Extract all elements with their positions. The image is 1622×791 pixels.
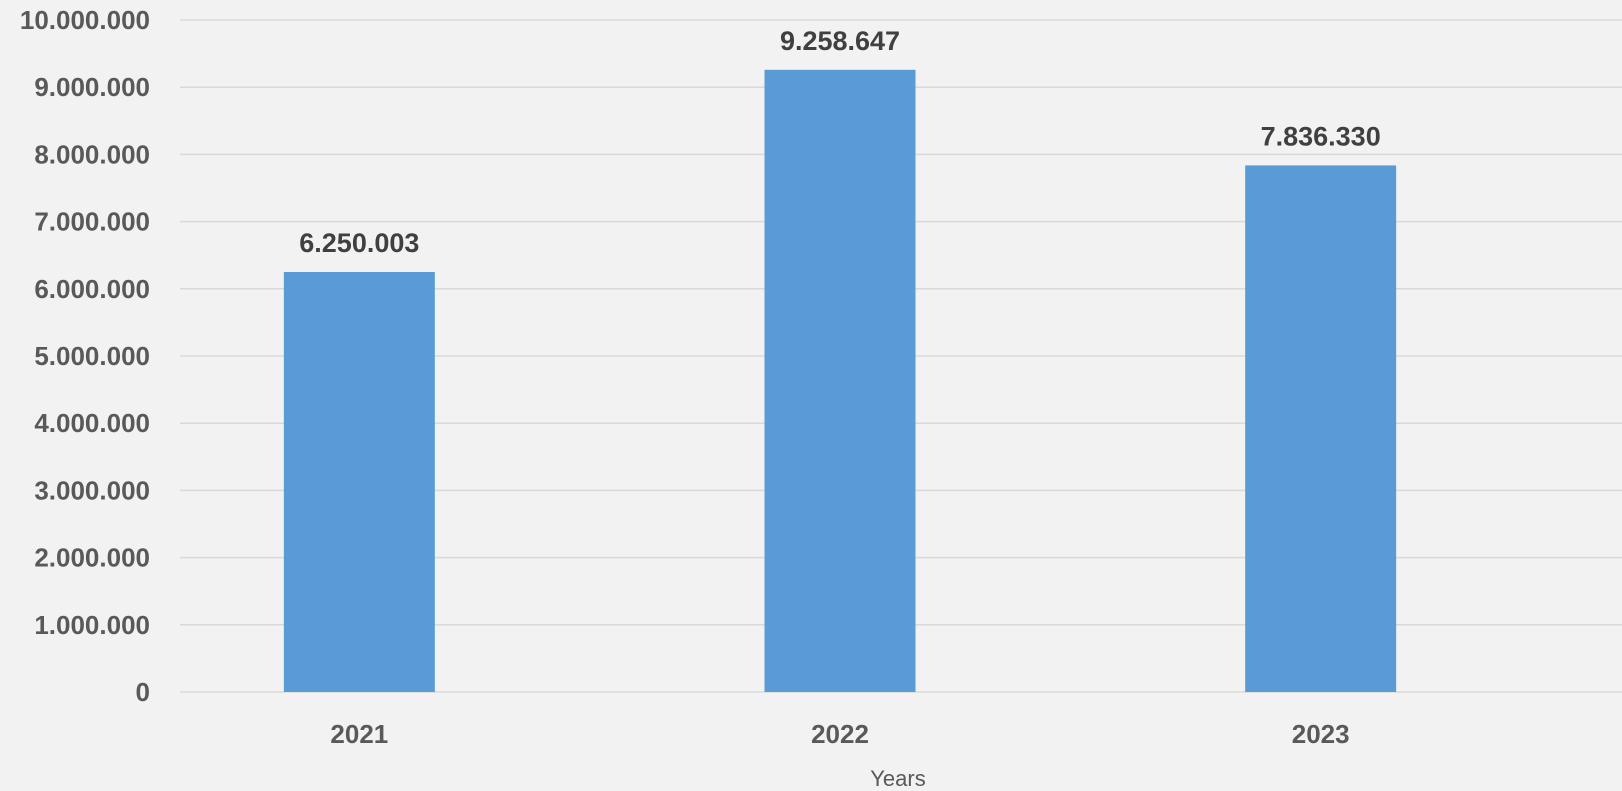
bar-2021 (283, 271, 435, 692)
y-tick-label: 0 (136, 677, 150, 707)
y-tick-label: 7.000.000 (34, 207, 150, 237)
data-label-2022: 9.258.647 (780, 26, 900, 56)
x-axis-tick-labels: 2021 2022 2023 (330, 719, 1349, 749)
y-tick-label: 2.000.000 (34, 543, 150, 573)
y-tick-label: 1.000.000 (34, 610, 150, 640)
y-tick-label: 3.000.000 (34, 475, 150, 505)
y-tick-label: 10.000.000 (20, 5, 150, 35)
x-tick-label: 2023 (1292, 719, 1350, 749)
bars (283, 69, 1397, 693)
y-tick-label: 6.000.000 (34, 274, 150, 304)
data-labels: 6.250.003 9.258.647 7.836.330 (299, 26, 1380, 258)
y-axis-tick-labels: 0 1.000.000 2.000.000 3.000.000 4.000.000 5.0… (20, 5, 150, 707)
y-tick-label: 5.000.000 (34, 341, 150, 371)
y-tick-label: 9.000.000 (34, 72, 150, 102)
x-tick-label: 2021 (330, 719, 388, 749)
x-tick-label: 2022 (811, 719, 869, 749)
x-axis-title: Years (870, 766, 925, 791)
data-label-2023: 7.836.330 (1261, 121, 1381, 151)
data-label-2021: 6.250.003 (299, 228, 419, 258)
bar-2023 (1245, 165, 1397, 692)
y-tick-label: 8.000.000 (34, 139, 150, 169)
bar-2022 (764, 69, 916, 693)
y-tick-label: 4.000.000 (34, 408, 150, 438)
